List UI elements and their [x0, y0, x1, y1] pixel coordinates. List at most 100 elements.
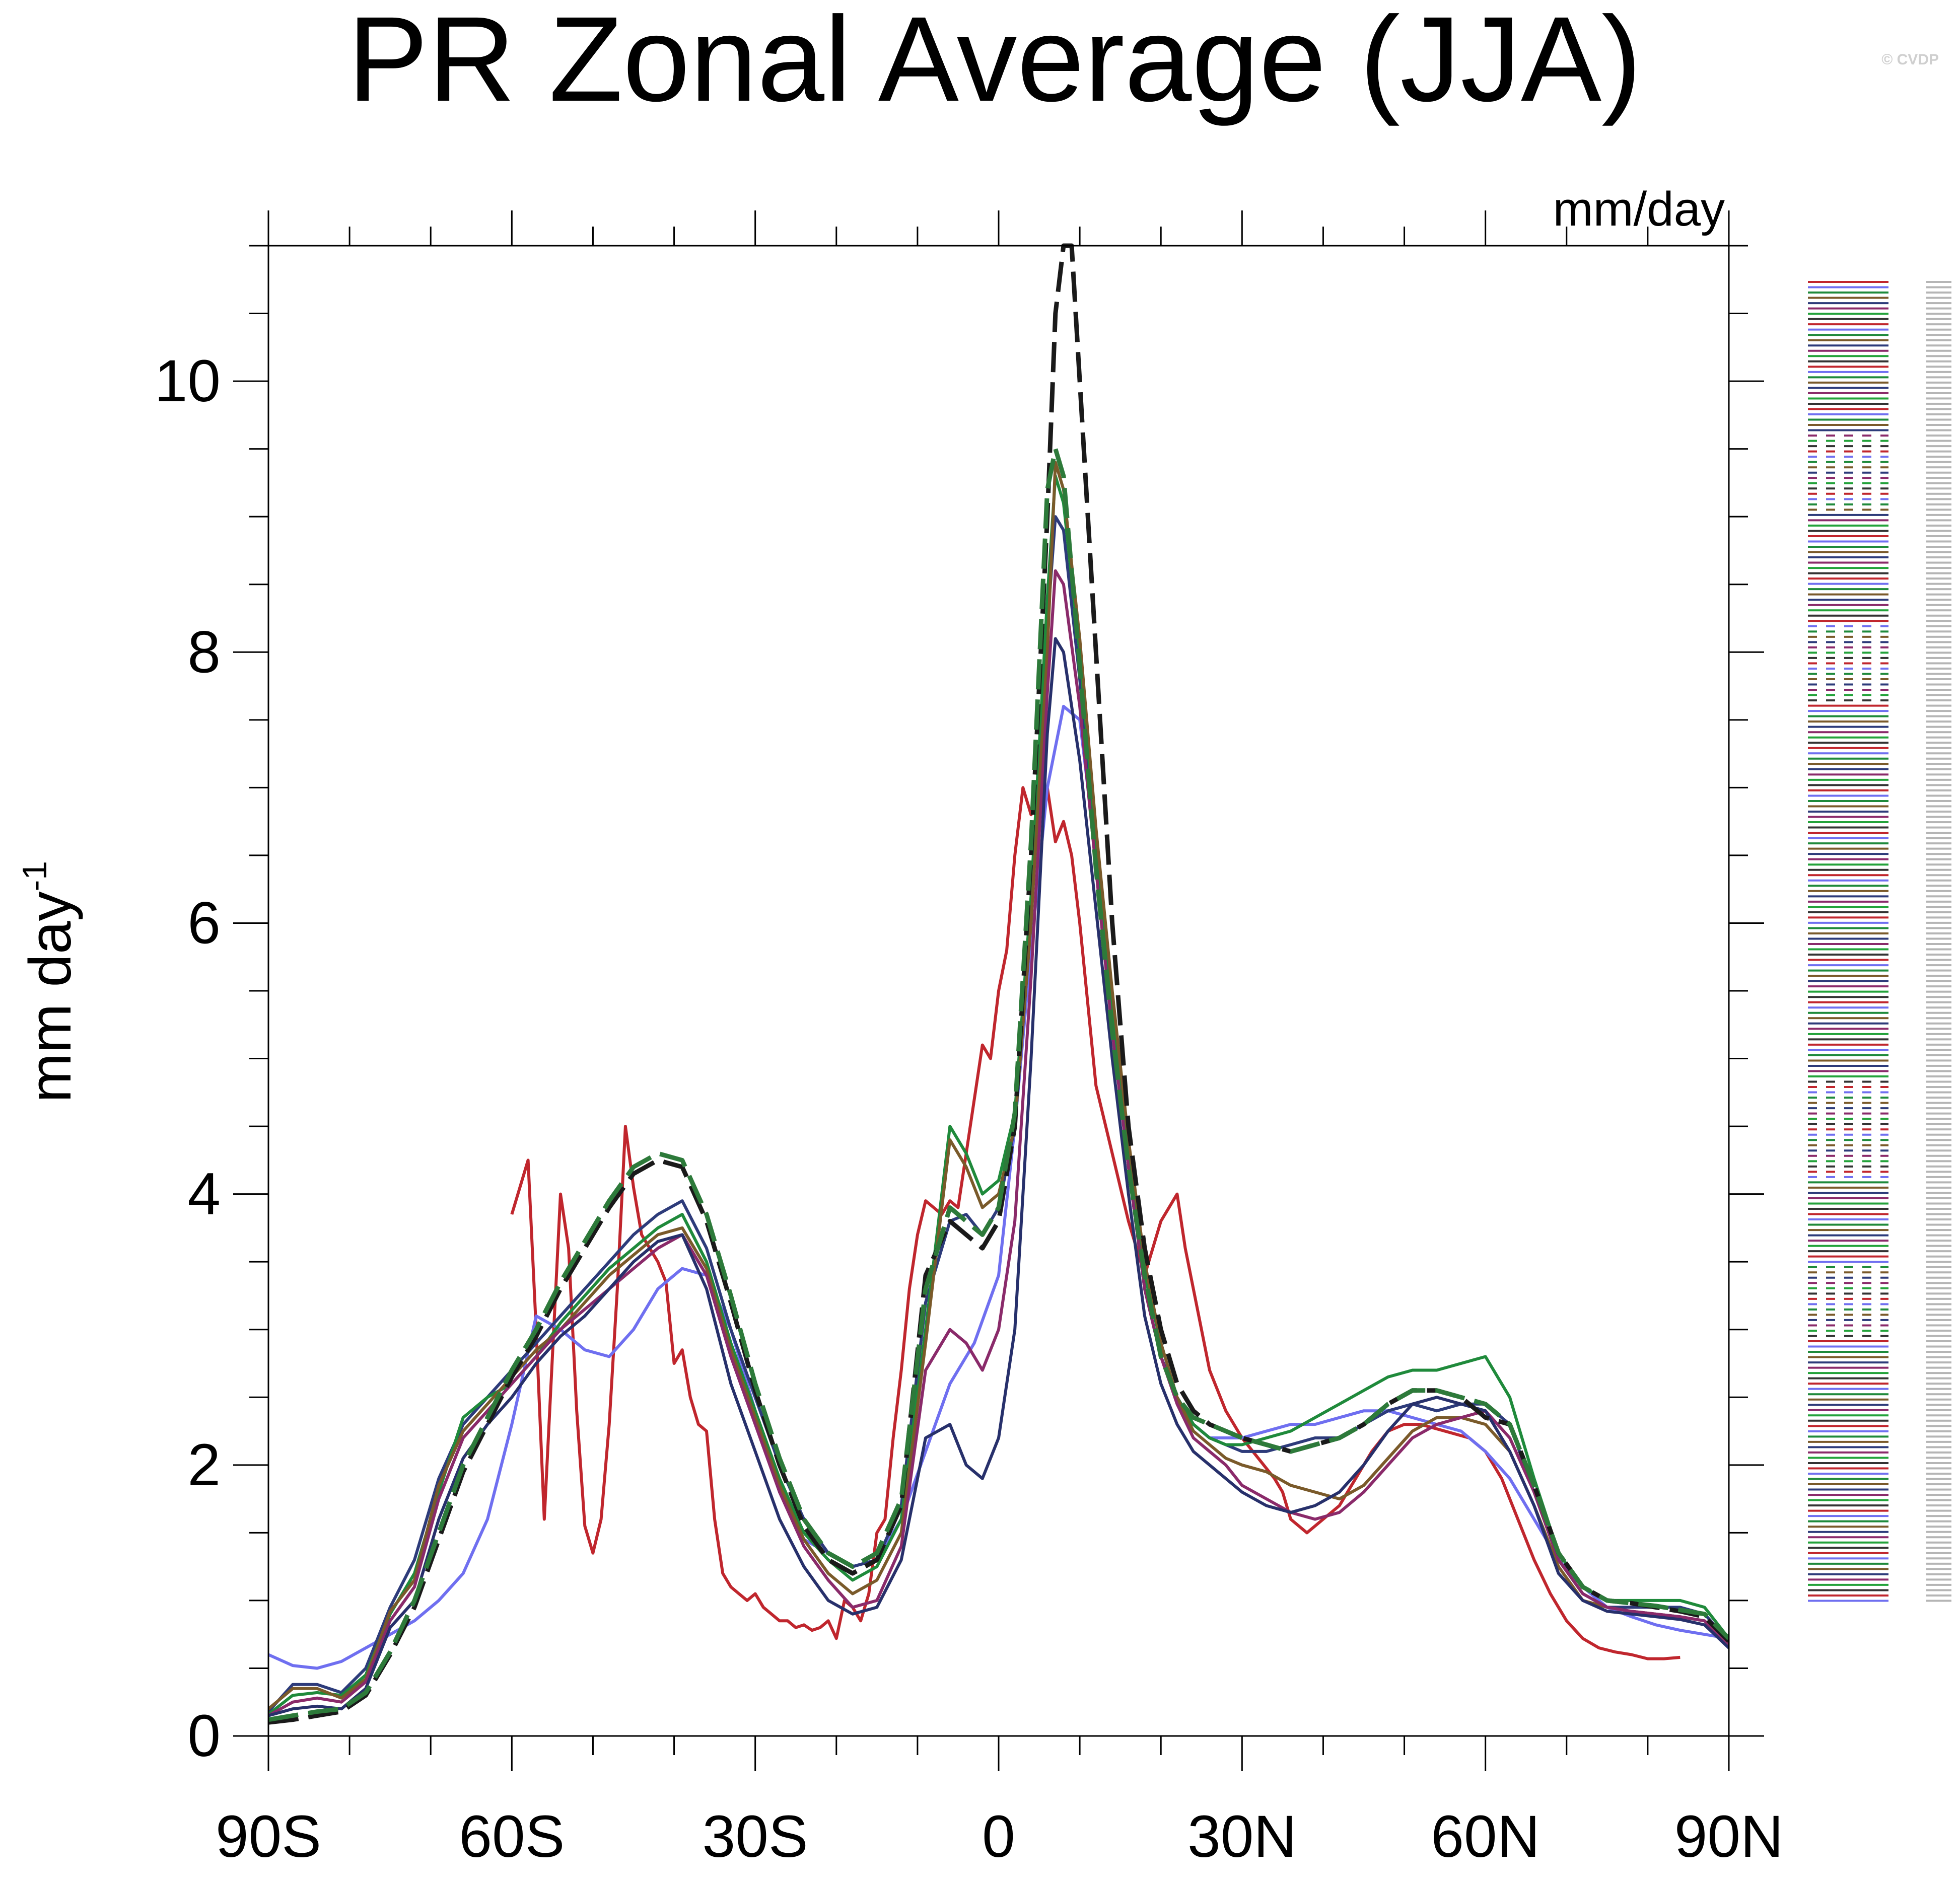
legend-entry-text — [1926, 1504, 1951, 1507]
legend-entry-text — [1926, 1303, 1951, 1306]
legend-entry-text — [1926, 604, 1951, 606]
legend-entry-text — [1926, 969, 1951, 972]
legend-entry-text — [1926, 1308, 1951, 1311]
legend-entry-text — [1926, 376, 1951, 379]
legend-entry-text — [1926, 1011, 1951, 1014]
legend-entry-text — [1926, 885, 1951, 887]
legend-entry-text — [1926, 1600, 1951, 1602]
legend-entry-text — [1926, 429, 1951, 431]
svg-text:mm day-1: mm day-1 — [16, 861, 84, 1103]
legend-entry-text — [1926, 281, 1951, 283]
legend-entry-text — [1926, 990, 1951, 993]
legend-entry-text — [1926, 408, 1951, 410]
legend-entry-text — [1926, 736, 1951, 739]
legend-entry-text — [1926, 1430, 1951, 1432]
legend-entry-text — [1926, 1366, 1951, 1369]
y-axis-title-text: mm day — [17, 891, 84, 1103]
legend-entry-text — [1926, 800, 1951, 802]
legend-entry-text — [1926, 477, 1951, 479]
legend-entry-text — [1926, 297, 1951, 299]
legend-entry-text — [1926, 1022, 1951, 1025]
legend-entry-text — [1926, 1202, 1951, 1205]
legend-entry-text — [1926, 1398, 1951, 1401]
legend-entry-text — [1926, 583, 1951, 585]
legend-entry-text — [1926, 487, 1951, 490]
legend-entry-text — [1926, 1064, 1951, 1067]
legend-entry-text — [1926, 1160, 1951, 1163]
x-tick-label: 0 — [982, 1803, 1015, 1870]
legend-entry-text — [1926, 1351, 1951, 1353]
legend-entry-text — [1926, 620, 1951, 622]
legend-entry-text — [1926, 821, 1951, 824]
legend — [1808, 281, 1951, 1602]
legend-entry-text — [1926, 763, 1951, 765]
legend-entry-text — [1926, 509, 1951, 511]
legend-entry-text — [1926, 1372, 1951, 1374]
legend-entry-text — [1926, 572, 1951, 574]
legend-entry-text — [1926, 1261, 1951, 1263]
legend-entry-text — [1926, 1440, 1951, 1443]
legend-entry-text — [1926, 959, 1951, 961]
y-tick-label: 6 — [187, 890, 221, 956]
legend-entry-text — [1926, 344, 1951, 347]
legend-entry-text — [1926, 1086, 1951, 1089]
legend-entry-text — [1926, 726, 1951, 728]
legend-entry-text — [1926, 879, 1951, 882]
x-tick-label: 30N — [1187, 1803, 1296, 1870]
legend-entry-text — [1926, 1075, 1951, 1077]
legend-entry-text — [1926, 461, 1951, 463]
legend-entry-text — [1926, 1335, 1951, 1337]
legend-entry-text — [1926, 768, 1951, 770]
legend-entry-text — [1926, 397, 1951, 400]
legend-entry-text — [1926, 1531, 1951, 1533]
legend-entry-text — [1926, 778, 1951, 781]
legend-entry-text — [1926, 349, 1951, 352]
legend-entry-text — [1926, 1176, 1951, 1178]
legend-entry-text — [1926, 710, 1951, 712]
legend-entry-text — [1926, 1250, 1951, 1253]
legend-entry-text — [1926, 292, 1951, 294]
legend-entry-text — [1926, 646, 1951, 648]
legend-entry-text — [1926, 1097, 1951, 1099]
x-tick-label: 60S — [459, 1803, 565, 1870]
legend-entry-text — [1926, 1552, 1951, 1554]
legend-entry-text — [1926, 286, 1951, 288]
legend-entry-text — [1926, 546, 1951, 548]
legend-entry-text — [1926, 1128, 1951, 1131]
legend-entry-text — [1926, 1494, 1951, 1496]
legend-entry-text — [1926, 937, 1951, 940]
legend-entry-text — [1926, 1388, 1951, 1390]
legend-entry-text — [1926, 1006, 1951, 1009]
legend-entry-text — [1926, 868, 1951, 871]
legend-entry-text — [1926, 773, 1951, 776]
legend-entry-text — [1926, 307, 1951, 310]
legend-entry-text — [1926, 678, 1951, 680]
legend-entry-text — [1926, 996, 1951, 998]
legend-entry-text — [1926, 1017, 1951, 1020]
legend-entry-text — [1926, 1043, 1951, 1046]
legend-entry-text — [1926, 1345, 1951, 1348]
legend-entry-text — [1926, 1080, 1951, 1083]
legend-entry-text — [1926, 747, 1951, 749]
y-axis-title-superscript: -1 — [16, 861, 54, 891]
y-tick-label: 4 — [187, 1161, 221, 1227]
legend-entry-text — [1926, 1144, 1951, 1146]
legend-entry-text — [1926, 699, 1951, 702]
legend-entry-text — [1926, 911, 1951, 913]
legend-entry-text — [1926, 1594, 1951, 1597]
legend-entry-text — [1926, 1356, 1951, 1358]
legend-entry-text — [1926, 985, 1951, 988]
legend-entry-text — [1926, 742, 1951, 744]
legend-entry-text — [1926, 1107, 1951, 1110]
legend-entry-text — [1926, 482, 1951, 484]
legend-entry-text — [1926, 1266, 1951, 1268]
series-line-3 — [268, 515, 1729, 1713]
legend-entry-text — [1926, 503, 1951, 505]
legend-entry-text — [1926, 366, 1951, 368]
legend-entry-text — [1926, 1165, 1951, 1168]
legend-entry-text — [1926, 519, 1951, 522]
legend-entry-text — [1926, 794, 1951, 797]
legend-entry-text — [1926, 1192, 1951, 1194]
legend-entry-text — [1926, 535, 1951, 537]
